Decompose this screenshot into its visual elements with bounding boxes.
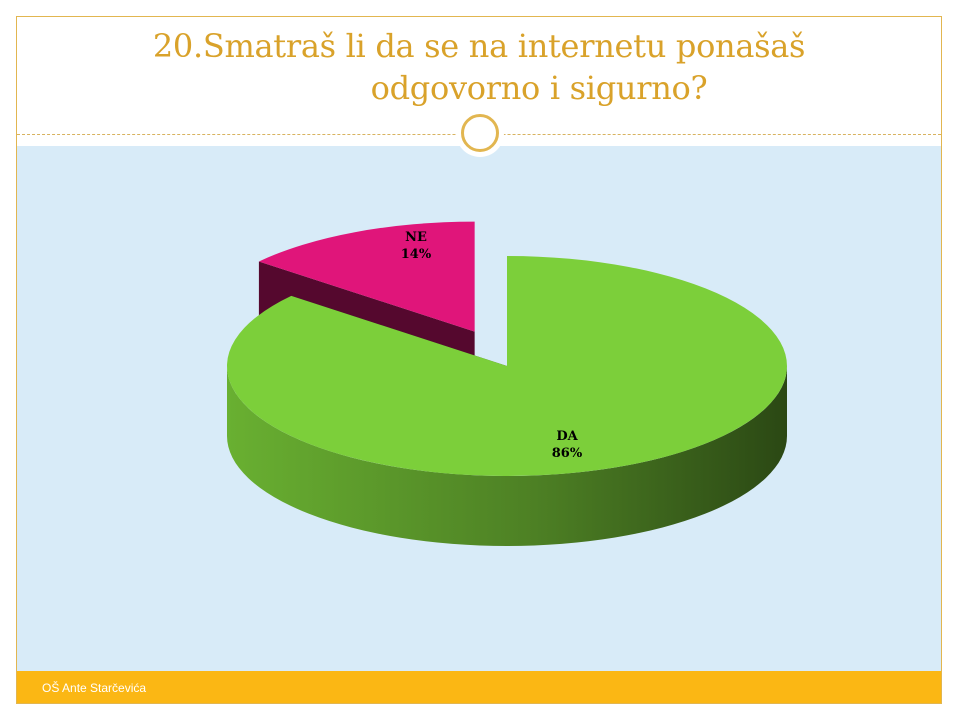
slice-da-top [226,256,788,476]
slice-da [226,256,788,546]
slice-da-value-label: 86% [552,446,583,461]
slice-ne-name-label: NE [405,230,427,245]
title-line-2: odgovorno i sigurno? [370,69,708,107]
slice-ne-top [258,221,475,332]
slice-da-name-label: DA [556,429,578,444]
title-line-1: 20.Smatraš li da se na internetu ponašaš [152,27,806,65]
footer-bar: OŠ Ante Starčevića [17,671,941,703]
footer-text: OŠ Ante Starčevića [42,681,147,695]
chart-area: DA 86% NE 14% [17,146,941,671]
slice-da-side-wall [227,366,787,546]
pie-chart: DA 86% NE 14% [226,221,788,546]
slice-ne-value-label: 14% [401,247,432,262]
title-area: 20.Smatraš li da se na internetu ponašaš… [17,17,941,134]
circle-ornament [456,109,504,157]
circle-ornament-ring [461,114,499,152]
slide-frame [16,16,942,704]
slide-title: 20.Smatraš li da se na internetu ponašaš… [17,25,941,109]
